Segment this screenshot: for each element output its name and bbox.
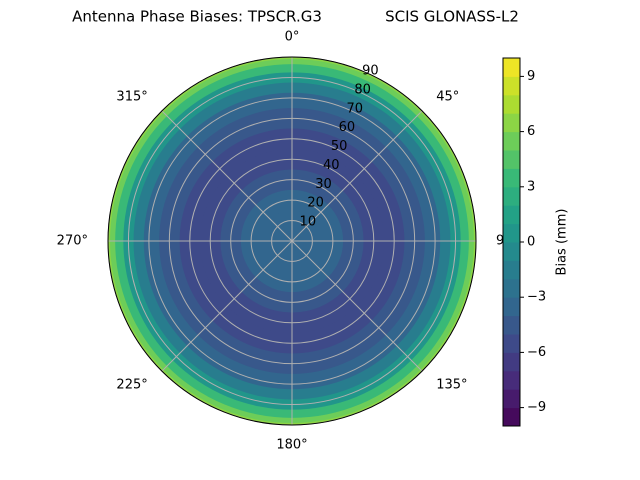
colorbar-band: [503, 186, 520, 206]
colorbar-tick-label: 9: [527, 69, 535, 84]
colorbar-band: [503, 297, 520, 317]
r-tick-label: 70: [346, 101, 363, 116]
colorbar-band: [503, 407, 520, 427]
r-tick-label: 80: [354, 82, 371, 97]
colorbar-band: [503, 223, 520, 243]
grid-spoke: [291, 240, 423, 372]
theta-tick-label: 180°: [276, 438, 307, 453]
colorbar-band: [503, 352, 520, 372]
colorbar-tick-label: −3: [527, 290, 546, 305]
chart-subtitle: SCIS GLONASS-L2: [385, 8, 519, 26]
r-tick-label: 90: [362, 64, 379, 79]
theta-tick-label: 45°: [436, 89, 459, 104]
r-tick-label: 20: [307, 196, 324, 211]
colorbar-band: [503, 150, 520, 169]
r-tick-label: 60: [339, 120, 356, 135]
colorbar-band: [503, 315, 520, 335]
chart-title: Antenna Phase Biases: TPSCR.G3: [72, 8, 322, 26]
grid-spoke: [161, 110, 293, 242]
colorbar-tick-label: 3: [527, 179, 535, 194]
colorbar-band: [503, 168, 520, 188]
theta-tick-label: 270°: [57, 234, 88, 249]
colorbar-band: [503, 334, 520, 353]
r-tick-label: 40: [323, 158, 340, 173]
colorbar-tick-label: −6: [527, 345, 546, 360]
theta-tick-label: 135°: [436, 378, 467, 393]
colorbar-tick-label: 0: [527, 235, 535, 250]
colorbar-band: [503, 113, 520, 133]
theta-tick-label: 315°: [116, 89, 147, 104]
colorbar-band: [503, 58, 520, 77]
colorbar-tick-label: 6: [527, 124, 535, 139]
colorbar-band: [503, 278, 520, 298]
colorbar-band: [503, 260, 520, 280]
colorbar-band: [503, 370, 520, 390]
theta-tick-label: 225°: [116, 378, 147, 393]
r-tick-label: 10: [300, 215, 317, 230]
colorbar-label: Bias (mm): [555, 209, 570, 276]
colorbar-band: [503, 205, 520, 225]
colorbar-tick-label: −9: [527, 400, 546, 415]
grid-spoke: [291, 110, 423, 242]
colorbar-band: [503, 242, 520, 261]
colorbar-band: [503, 76, 520, 96]
r-tick-label: 30: [315, 177, 332, 192]
grid-spoke: [161, 240, 293, 372]
theta-tick-label: 0°: [285, 30, 300, 45]
r-tick-label: 50: [331, 139, 348, 154]
plot-border: [107, 56, 477, 426]
colorbar-band: [503, 131, 520, 151]
colorbar-band: [503, 94, 520, 114]
colorbar-band: [503, 389, 520, 409]
